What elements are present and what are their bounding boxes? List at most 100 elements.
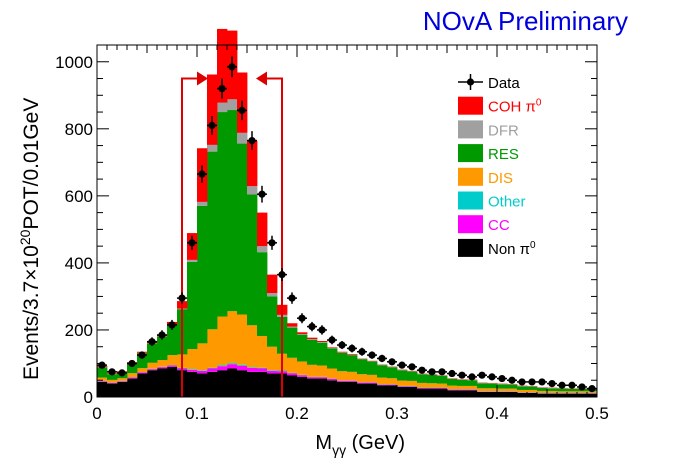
stacked-histogram	[97, 28, 598, 397]
data-point	[368, 351, 376, 359]
data-point	[238, 106, 246, 114]
x-axis-label-main: M	[315, 432, 332, 454]
bar-non-pi0	[207, 371, 218, 397]
y-axis-label-exponent: 20	[17, 229, 33, 245]
bar-dfr	[207, 144, 218, 152]
data-point	[298, 314, 306, 322]
data-point	[458, 371, 466, 379]
bar-dis	[357, 374, 368, 383]
bar-res	[257, 252, 268, 336]
legend-label-superscript: 0	[536, 98, 542, 109]
bar-res	[197, 205, 208, 344]
bar-res	[167, 324, 178, 356]
bar-res	[327, 348, 338, 369]
bar-res	[407, 371, 418, 381]
bar-res	[217, 112, 228, 317]
bar-non-pi0	[147, 370, 158, 397]
bar-cc	[197, 370, 208, 374]
data-point	[318, 326, 326, 334]
legend-label-text: Non π	[488, 241, 530, 258]
bar-res	[477, 383, 488, 389]
bar-res	[527, 386, 538, 390]
bar-res	[227, 110, 238, 312]
bar-dis	[227, 311, 238, 364]
bar-res	[437, 375, 448, 384]
data-point	[178, 294, 186, 302]
bar-dis	[297, 361, 308, 375]
bar-non-pi0	[397, 386, 408, 397]
bar-cc	[167, 365, 178, 367]
bar-non-pi0	[557, 393, 568, 397]
bar-res	[127, 363, 138, 374]
bar-coh-pi0	[307, 337, 318, 340]
chart-title: NOvA Preliminary	[423, 6, 628, 36]
legend-label-text: Data	[488, 75, 520, 92]
bar-non-pi0	[537, 393, 548, 397]
axes: 0 0.1 0.2 0.3 0.4 0.5 0 200 400 600 800 1000	[55, 44, 609, 423]
bar-dis	[447, 385, 458, 390]
y-tick-label: 200	[65, 321, 93, 340]
legend-label-text: DIS	[488, 170, 513, 187]
legend-label-text: DFR	[488, 122, 519, 139]
x-tick-label: 0.1	[185, 404, 209, 423]
data-point	[128, 359, 136, 368]
legend-swatch-dis	[458, 167, 483, 186]
legend-swatch-other	[458, 191, 483, 210]
bar-res	[397, 370, 408, 381]
bar-cc	[317, 377, 328, 379]
bar-cc	[327, 378, 338, 381]
bar-dis	[97, 377, 108, 381]
bar-non-pi0	[257, 371, 268, 397]
bar-cc	[467, 389, 478, 391]
bar-non-pi0	[237, 370, 248, 397]
bar-non-pi0	[317, 378, 328, 397]
bar-res	[467, 380, 478, 386]
bar-cc	[187, 369, 198, 372]
bar-non-pi0	[437, 388, 448, 397]
data-point	[468, 373, 476, 381]
bar-non-pi0	[407, 386, 418, 397]
data-point	[538, 378, 546, 386]
bar-dfr	[227, 99, 238, 111]
bar-dfr	[217, 102, 228, 113]
bar-dis	[117, 378, 128, 381]
cut-line-high	[266, 77, 283, 397]
bar-res	[317, 342, 328, 366]
bar-dfr	[287, 326, 298, 328]
bar-cc	[207, 368, 218, 372]
data-points	[97, 56, 597, 393]
legend-label-coh-pi0: COH π0	[488, 98, 542, 116]
legend-swatch-cc	[458, 215, 483, 234]
data-point	[118, 369, 126, 377]
bar-cc	[147, 369, 158, 371]
bar-res	[187, 261, 198, 350]
data-point	[148, 338, 156, 346]
bar-other	[257, 367, 268, 369]
bar-cc	[397, 386, 408, 387]
bar-non-pi0	[227, 368, 238, 397]
bar-res	[247, 194, 258, 326]
bar-cc	[347, 380, 358, 382]
y-axis-label-prefix: Events/3.7×10	[20, 245, 43, 380]
bar-dfr	[257, 246, 268, 253]
data-point	[228, 63, 236, 71]
y-axis-label: Events/3.7×1020POT/0.01GeV	[17, 98, 43, 380]
bar-cc	[107, 382, 118, 384]
bar-res	[237, 143, 248, 315]
data-point	[338, 341, 346, 349]
x-tick-label: 0.3	[385, 404, 409, 423]
bar-coh-pi0	[207, 74, 218, 145]
bar-non-pi0	[157, 368, 168, 397]
bar-dis	[487, 388, 498, 392]
bar-non-pi0	[417, 388, 428, 397]
bar-non-pi0	[507, 391, 518, 397]
bar-dis	[377, 377, 388, 385]
bar-non-pi0	[347, 381, 358, 397]
bar-cc	[457, 389, 468, 391]
bar-res	[517, 386, 528, 390]
bar-cc	[137, 372, 148, 374]
bar-res	[287, 327, 298, 358]
data-point	[108, 368, 116, 376]
bar-non-pi0	[547, 393, 558, 397]
